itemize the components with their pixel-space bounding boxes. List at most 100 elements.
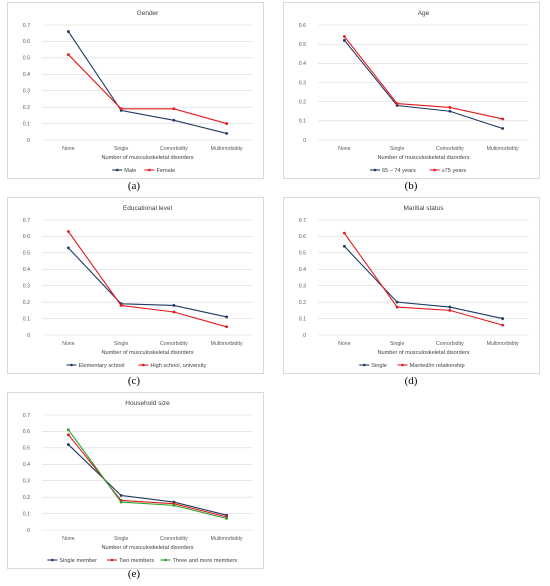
y-tick-label: 0.5 <box>299 251 306 257</box>
legend-marker-0 <box>373 168 377 172</box>
y-tick-label: 0.3 <box>299 284 306 290</box>
series-point-1 <box>172 310 176 314</box>
y-tick-label: 0 <box>27 528 30 534</box>
y-tick-label: 0.2 <box>23 495 30 501</box>
legend-label-0: 65 – 74 years <box>382 168 416 174</box>
x-axis-label: Number of musculoskeletal disorders <box>377 155 469 161</box>
series-line-1 <box>67 434 227 518</box>
series-line-1 <box>343 36 503 120</box>
legend-label-1: Female <box>156 168 175 174</box>
chart-panel-educational-level: Educational level 0 0.1 0.2 0.3 0.4 0.5 0.6 0.7 N… <box>7 197 264 374</box>
y-tick-label: 0.4 <box>23 462 30 468</box>
series-line-0 <box>67 247 227 318</box>
y-tick-label: 0.3 <box>23 89 30 95</box>
caption-e: (e) <box>127 568 141 580</box>
series-point-2 <box>225 517 229 520</box>
y-tick-label: 0.6 <box>23 234 30 240</box>
series-point-0 <box>172 118 176 122</box>
x-tick-label: Single <box>114 341 129 347</box>
chart-title: Household size <box>125 400 170 407</box>
series-point-0 <box>395 104 399 107</box>
series-point-1 <box>119 304 123 307</box>
x-tick-label: Comorbidity <box>160 146 188 152</box>
y-tick-label: 0 <box>303 333 306 339</box>
x-axis-label: Number of musculoskeletal disorders <box>377 350 469 356</box>
series-point-1 <box>448 106 452 109</box>
legend-marker-1 <box>110 558 114 562</box>
series-point-0 <box>172 304 176 307</box>
legend-label-2: Three and more members <box>173 558 238 564</box>
series-point-0 <box>66 30 70 33</box>
legend-marker-1 <box>433 168 436 172</box>
legend-marker-0 <box>70 363 73 367</box>
y-tick-label: 0.2 <box>299 99 306 105</box>
y-tick-label: 0.5 <box>23 446 30 452</box>
x-tick-label: Single <box>390 146 405 152</box>
series-point-1 <box>448 308 452 312</box>
legend-marker-0 <box>115 168 119 172</box>
y-tick-label: 0 <box>27 333 30 339</box>
x-tick-label: Comorbidity <box>160 536 188 542</box>
x-tick-label: Multimorbidity <box>211 341 243 347</box>
y-tick-label: 0.4 <box>23 267 30 273</box>
x-tick-label: None <box>338 341 351 347</box>
series-point-1 <box>395 305 399 309</box>
y-tick-label: 0.1 <box>23 121 30 127</box>
y-tick-label: 0.1 <box>299 316 306 322</box>
y-tick-label: 0.5 <box>23 56 30 62</box>
chart-title: Educational level <box>123 205 173 212</box>
y-tick-label: 0.7 <box>299 218 306 224</box>
series-point-1 <box>172 107 176 111</box>
x-tick-label: None <box>338 146 351 152</box>
y-tick-label: 0 <box>27 138 30 144</box>
legend-label-1: Married/in relationship <box>410 363 465 369</box>
series-point-2 <box>119 500 123 504</box>
y-tick-label: 0.7 <box>23 413 30 419</box>
y-tick-label: 0.2 <box>23 300 30 306</box>
gender-chart-svg: Gender 0 0.1 0.2 0.3 0.4 0.5 0.6 0.7 None Single Co… <box>23 10 253 174</box>
x-tick-label: Multimorbidity <box>211 146 243 152</box>
chart-panel-gender: Gender 0 0.1 0.2 0.3 0.4 0.5 0.6 0.7 None Single Co… <box>7 2 264 179</box>
y-tick-label: 0.5 <box>23 251 30 257</box>
legend-label-0: Elementary school <box>79 363 125 369</box>
series-point-1 <box>225 325 229 329</box>
series-point-1 <box>119 107 123 111</box>
y-tick-label: 0.1 <box>23 316 30 322</box>
series-line-1 <box>343 232 503 326</box>
series-point-0 <box>501 317 505 320</box>
series-line-2 <box>67 429 227 520</box>
legend-label-0: Male <box>124 168 136 174</box>
x-tick-label: Comorbidity <box>160 341 188 347</box>
series-line-0 <box>67 444 227 516</box>
series-point-0 <box>501 127 505 130</box>
chart-panel-maritial-status: Maritial status 0 0.1 0.2 0.3 0.4 0.5 0.6 0.7 Non… <box>283 197 540 374</box>
legend-marker-2 <box>164 558 167 562</box>
x-axis-label: Number of musculoskeletal disorders <box>101 155 193 161</box>
legend-label-1: High school, university <box>150 363 206 369</box>
series-line-0 <box>67 31 227 134</box>
y-tick-label: 0.2 <box>299 300 306 306</box>
series-point-0 <box>119 494 123 497</box>
legend-label-1: Two members <box>119 558 154 564</box>
x-tick-label: None <box>62 146 75 152</box>
y-tick-label: 0.6 <box>23 39 30 45</box>
y-tick-label: 0.6 <box>23 429 30 435</box>
series-point-0 <box>395 300 399 304</box>
series-point-0 <box>66 246 70 250</box>
series-point-1 <box>501 323 505 327</box>
series-point-1 <box>225 122 229 125</box>
legend-marker-0 <box>362 363 366 367</box>
series-line-0 <box>343 39 503 130</box>
legend-marker-0 <box>51 558 54 562</box>
series-point-0 <box>342 244 346 248</box>
x-tick-label: Comorbidity <box>436 341 464 347</box>
y-tick-label: 0.3 <box>23 479 30 485</box>
x-tick-label: None <box>62 536 75 542</box>
series-point-0 <box>448 109 452 113</box>
series-line-0 <box>343 245 503 320</box>
legend-marker-1 <box>142 363 145 367</box>
y-tick-label: 0.3 <box>23 284 30 290</box>
x-tick-label: Single <box>114 536 129 542</box>
series-point-1 <box>66 230 70 233</box>
series-point-1 <box>66 433 70 437</box>
